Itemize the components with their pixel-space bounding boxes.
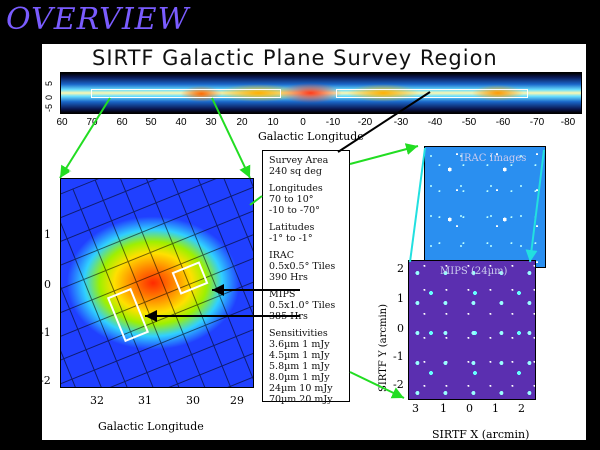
info-irac: IRAC (269, 250, 295, 261)
survey-info-box: Survey Area 240 sq deg Longitudes 70 to 10… (262, 150, 350, 405)
strip-xtick: -60 (495, 117, 511, 128)
mips-image (408, 260, 536, 400)
iras-ytick: 0 (44, 278, 51, 291)
arrow-strip-to-iras (211, 97, 251, 179)
info-irac-tiles: 0.5x0.5° Tiles (269, 261, 336, 272)
info-survey-area-value: 240 sq deg (269, 166, 322, 177)
strip-xtick: 60 (56, 117, 68, 128)
iras-xtick: 31 (138, 394, 152, 407)
mips-ytick: -2 (393, 378, 404, 391)
mips-ytick: 1 (397, 292, 404, 305)
survey-box-north (91, 89, 281, 98)
mips-xtick: 2 (518, 402, 525, 415)
strip-xtick: 70 (86, 117, 98, 128)
info-sensitivities: Sensitivities (269, 328, 328, 339)
mips-xtick: 0 (466, 402, 473, 415)
strip-xtick: -40 (427, 117, 443, 128)
strip-xtick: 0 (300, 117, 306, 128)
info-sens-row: 70µm 20 mJy (269, 394, 333, 405)
info-irac-hrs: 390 Hrs (269, 272, 308, 283)
irac-label: IRAC Images (460, 153, 527, 164)
info-sens-row: 4.5µm 1 mJy (269, 350, 330, 361)
strip-xtick: -80 (560, 117, 576, 128)
strip-xtick: -30 (393, 117, 409, 128)
strip-xtick: 30 (205, 117, 217, 128)
iras-ytick: -1 (40, 326, 51, 339)
info-survey-area: Survey Area (269, 155, 329, 166)
info-sens-row: 3.6µm 1 mJy (269, 339, 330, 350)
strip-xtick: -20 (357, 117, 373, 128)
mips-tile-outline (106, 287, 150, 343)
info-latitudes-value: -1° to -1° (269, 233, 313, 244)
iras-xtick: 30 (186, 394, 200, 407)
arrow-irac-to-mips (525, 149, 545, 263)
strip-xtick: 10 (267, 117, 279, 128)
iras-xlabel: Galactic Longitude (98, 420, 204, 433)
iras-image (60, 178, 254, 388)
irac-tile-outline (171, 261, 209, 295)
arrow-info-to-mips (349, 371, 405, 399)
mips-xtick: 1 (440, 402, 447, 415)
strip-xtick: -50 (461, 117, 477, 128)
line-info (249, 195, 263, 206)
survey-box-south (336, 89, 528, 98)
strip-xtick: 60 (116, 117, 128, 128)
mips-xtick: 3 (412, 402, 419, 415)
arrow-info-to-irac (349, 143, 419, 165)
strip-xtick: -70 (529, 117, 545, 128)
iras-title: IRAS 100 microns (ISSA) (68, 167, 196, 178)
arrow-strip-to-iras (59, 97, 111, 179)
strip-xtick: 20 (236, 117, 248, 128)
info-longitudes-1: 70 to 10° (269, 194, 314, 205)
mips-xtick: 1 (492, 402, 499, 415)
iras-xtick: 29 (230, 394, 244, 407)
info-latitudes: Latitudes (269, 222, 315, 233)
line-irac-to-mips (409, 147, 426, 263)
mips-label: MIPS (24µm) (440, 266, 508, 277)
info-longitudes: Longitudes (269, 183, 323, 194)
slide-title: OVERVIEW (6, 2, 190, 37)
iras-ytick: -2 (40, 374, 51, 387)
mips-ytick: 2 (397, 262, 404, 275)
mips-xlabel: SIRTF X (arcmin) (432, 428, 530, 441)
galactic-plane-strip (60, 72, 582, 114)
mips-ytick: -1 (393, 350, 404, 363)
strip-xlabel: Galactic Longitude (258, 130, 364, 143)
info-sens-row: 24µm 10 mJy (269, 383, 333, 394)
info-longitudes-2: -10 to -70° (269, 205, 320, 216)
info-sens-row: 5.8µm 1 mJy (269, 361, 330, 372)
strip-xtick: -10 (325, 117, 341, 128)
line-strip-to-info (337, 91, 431, 153)
iras-ytick: 1 (44, 228, 51, 241)
info-mips: MIPS (269, 289, 296, 300)
strip-xtick: 50 (145, 117, 157, 128)
info-sens-row: 8.0µm 1 mJy (269, 372, 330, 383)
strip-xtick: 40 (175, 117, 187, 128)
figure-title: SIRTF Galactic Plane Survey Region (92, 46, 498, 70)
irac-image (424, 146, 546, 268)
mips-ytick: 0 (397, 322, 404, 335)
iras-xtick: 32 (90, 394, 104, 407)
info-mips-tiles: 0.5x1.0° Tiles (269, 300, 336, 311)
